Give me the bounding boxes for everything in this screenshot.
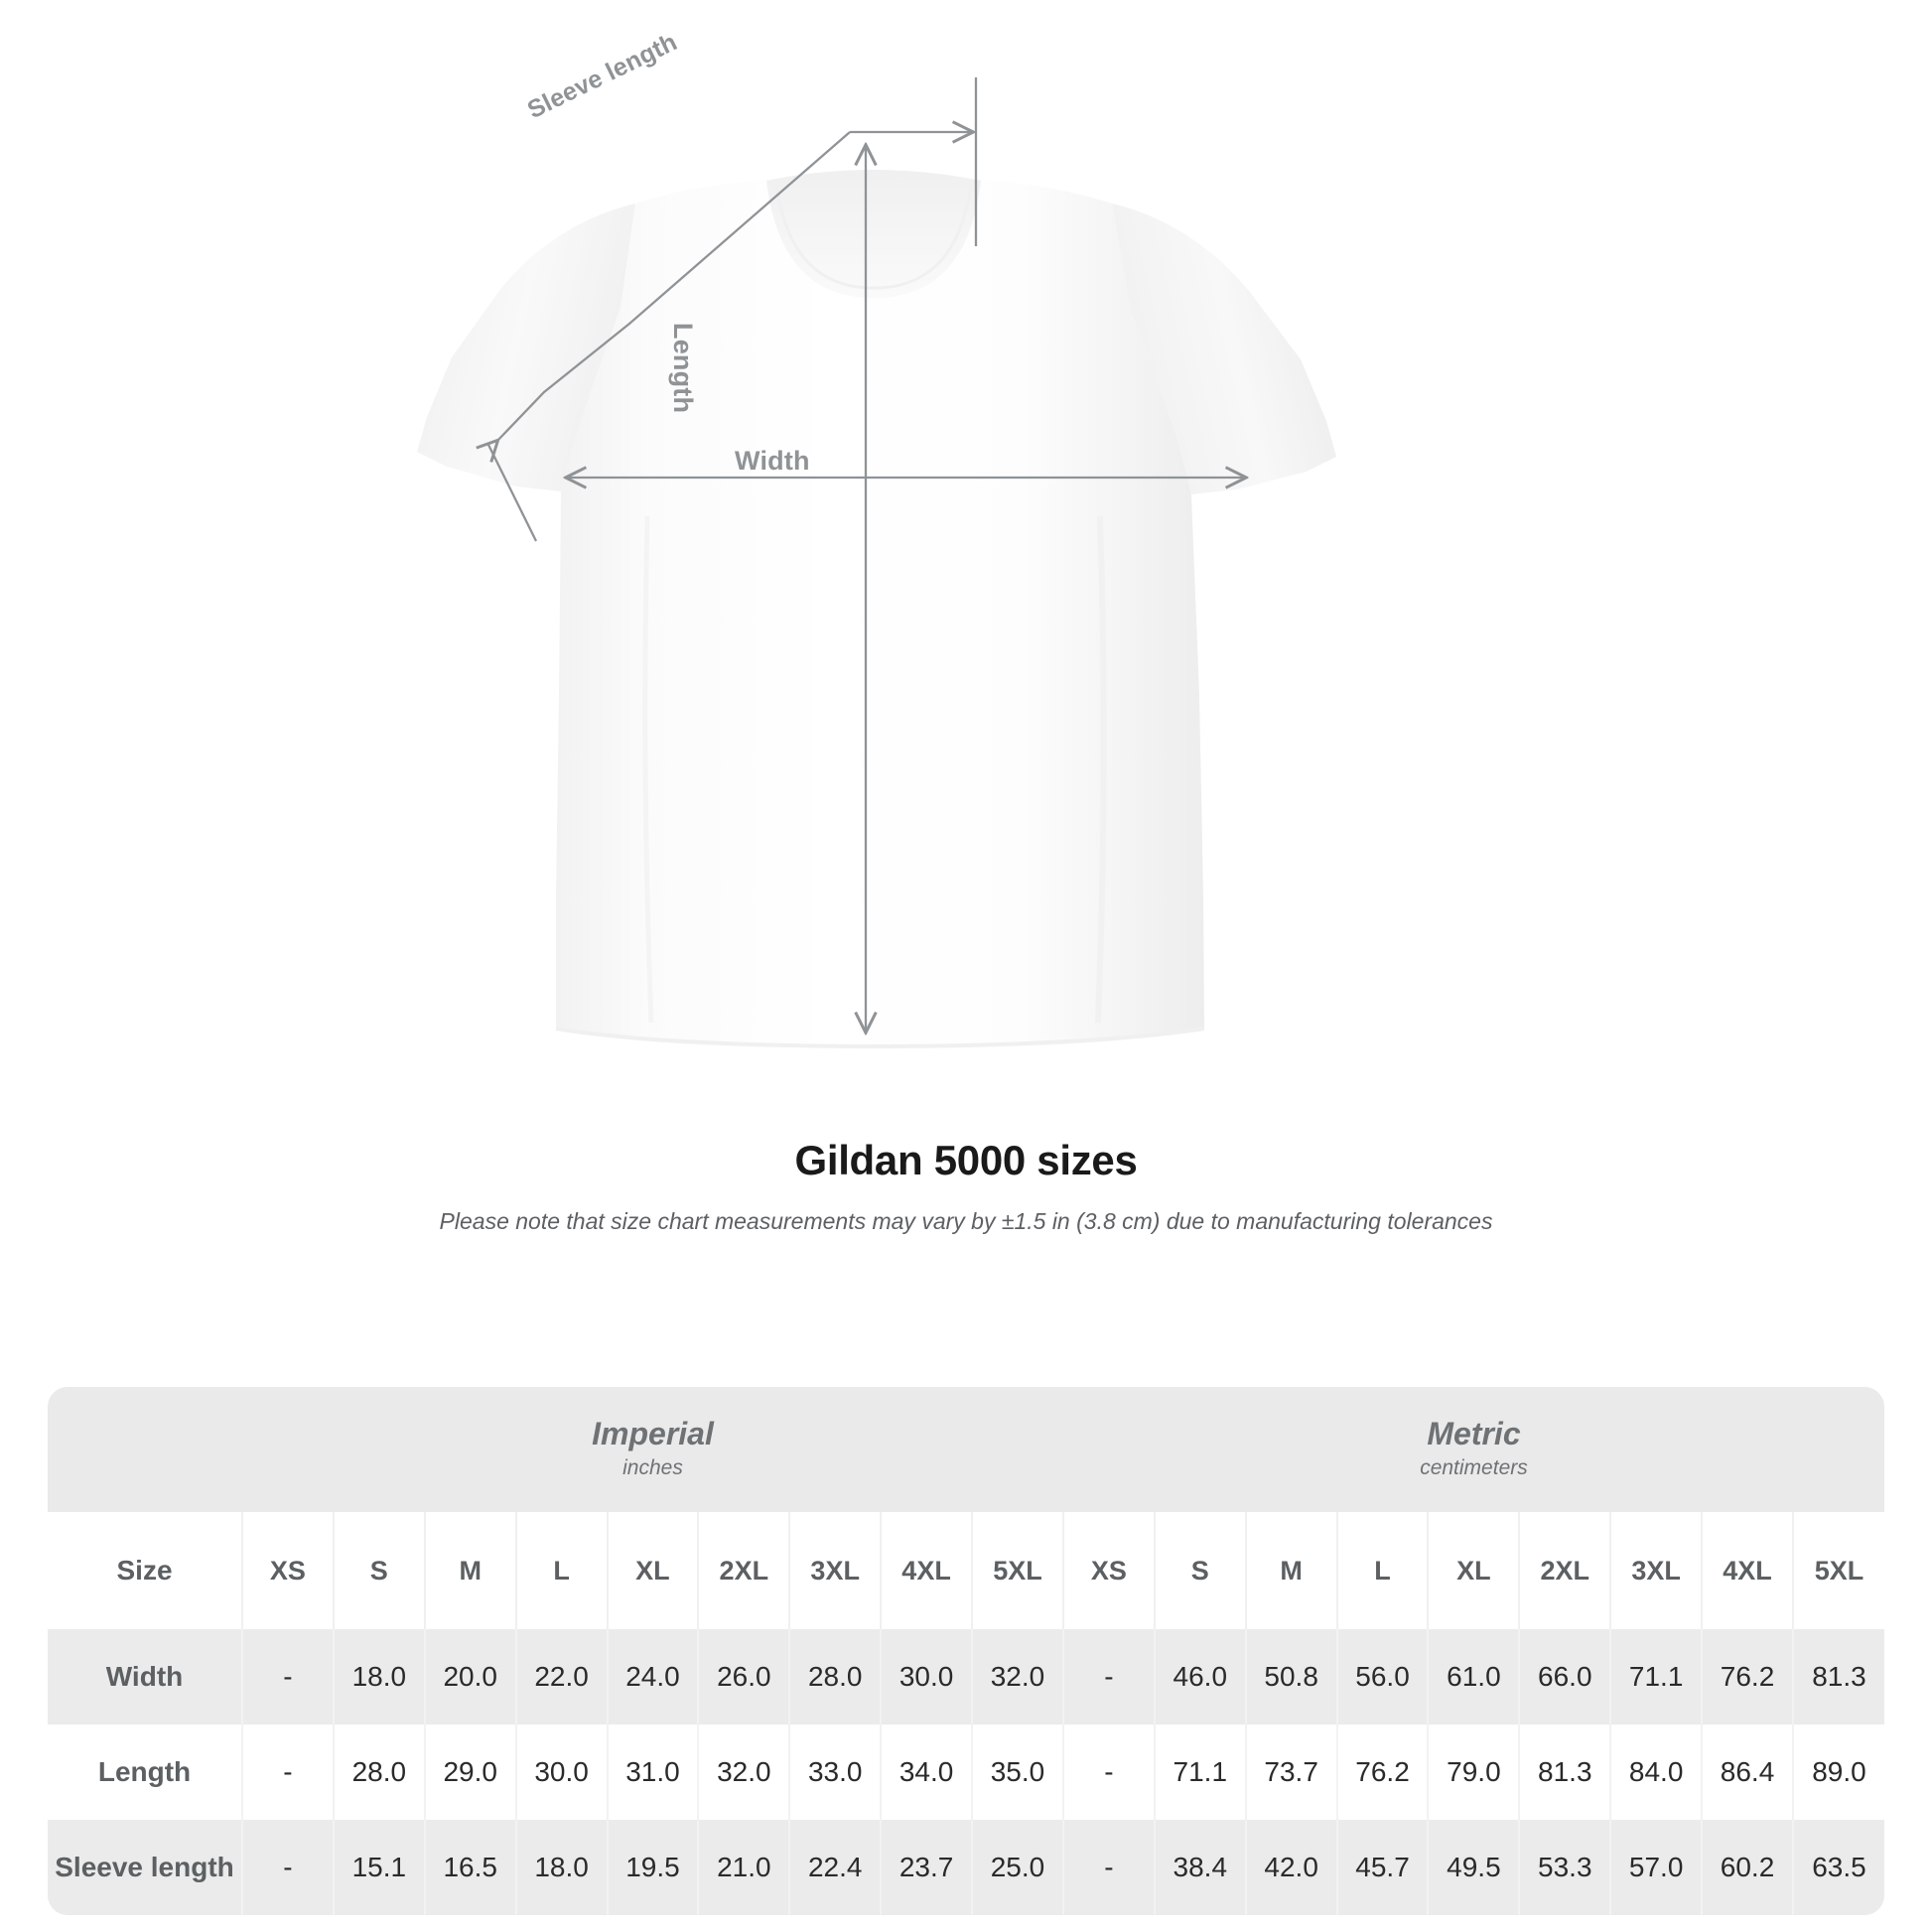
cell-length-metric-5xl: 89.0 — [1792, 1725, 1884, 1820]
cell-width-metric-2xl: 66.0 — [1519, 1629, 1612, 1725]
cell-width-imperial-xs: - — [241, 1629, 335, 1725]
cell-length-imperial-s: 28.0 — [333, 1725, 426, 1820]
size-chart-table: Imperial inches Metric centimeters Size XS S M L… — [48, 1387, 1884, 1915]
cell-width-imperial-5xl: 32.0 — [972, 1629, 1064, 1725]
cell-width-imperial-s: 18.0 — [333, 1629, 426, 1725]
size-header-imperial-5xl: 5XL — [972, 1512, 1064, 1629]
cell-width-imperial-4xl: 30.0 — [881, 1629, 973, 1725]
length-dimension-label: Length — [668, 323, 698, 414]
row-header-width: Width — [48, 1629, 243, 1725]
table-row: Sleeve length -15.1 16.5 18.0 19.5 21.0 22.4 23… — [48, 1820, 1884, 1915]
cell-width-imperial-2xl: 26.0 — [698, 1629, 791, 1725]
tshirt-icon — [417, 77, 1336, 1048]
unit-group-imperial: Imperial inches — [242, 1387, 1063, 1512]
page-title: Gildan 5000 sizes — [794, 1137, 1138, 1183]
cell-width-metric-xs: - — [1061, 1629, 1156, 1725]
title-block: Gildan 5000 sizes Please note that size … — [0, 1137, 1932, 1235]
size-header-imperial-3xl: 3XL — [789, 1512, 883, 1629]
cell-sleeve-length-metric-3xl: 57.0 — [1610, 1820, 1704, 1915]
size-header-imperial-s: S — [333, 1512, 426, 1629]
size-header-imperial-xs: XS — [241, 1512, 335, 1629]
cell-length-metric-4xl: 86.4 — [1702, 1725, 1794, 1820]
size-header-metric-3xl: 3XL — [1610, 1512, 1704, 1629]
row-header-length: Length — [48, 1725, 243, 1820]
cell-length-imperial-xl: 31.0 — [607, 1725, 700, 1820]
size-header-imperial-xl: XL — [607, 1512, 700, 1629]
cell-length-metric-l: 76.2 — [1336, 1725, 1430, 1820]
size-header-imperial-2xl: 2XL — [698, 1512, 791, 1629]
row-header-sleeve-length: Sleeve length — [48, 1820, 243, 1915]
tolerance-note: Please note that size chart measurements… — [439, 1208, 1493, 1234]
unit-group-name: Imperial — [592, 1415, 714, 1451]
unit-band-spacer — [48, 1387, 242, 1512]
cell-width-metric-4xl: 76.2 — [1702, 1629, 1794, 1725]
tshirt-measurement-diagram: Sleeve length Length Width — [417, 28, 1336, 1048]
cell-width-metric-l: 56.0 — [1336, 1629, 1430, 1725]
size-chart-container: Imperial inches Metric centimeters Size XS S M L… — [48, 1387, 1884, 1915]
cell-width-imperial-l: 22.0 — [515, 1629, 609, 1725]
size-header-metric-2xl: 2XL — [1519, 1512, 1612, 1629]
cell-sleeve-length-imperial-xs: - — [241, 1820, 335, 1915]
cell-width-metric-s: 46.0 — [1154, 1629, 1247, 1725]
unit-group-metric: Metric centimeters — [1062, 1387, 1884, 1512]
cell-sleeve-length-imperial-l: 18.0 — [515, 1820, 609, 1915]
cell-length-metric-m: 73.7 — [1245, 1725, 1338, 1820]
cell-sleeve-length-imperial-5xl: 25.0 — [972, 1820, 1064, 1915]
cell-sleeve-length-imperial-xl: 19.5 — [607, 1820, 700, 1915]
size-header-metric-s: S — [1154, 1512, 1247, 1629]
tshirt-body-shape — [417, 170, 1336, 1048]
cell-length-imperial-2xl: 32.0 — [698, 1725, 791, 1820]
cell-width-imperial-3xl: 28.0 — [789, 1629, 883, 1725]
cell-sleeve-length-imperial-2xl: 21.0 — [698, 1820, 791, 1915]
cell-width-imperial-xl: 24.0 — [607, 1629, 700, 1725]
cell-sleeve-length-metric-4xl: 60.2 — [1702, 1820, 1794, 1915]
size-header-metric-xs: XS — [1061, 1512, 1156, 1629]
table-row: Length -28.0 29.0 30.0 31.0 32.0 33.0 34.0 35.0-… — [48, 1725, 1884, 1820]
cell-width-metric-3xl: 71.1 — [1610, 1629, 1704, 1725]
cell-length-metric-3xl: 84.0 — [1610, 1725, 1704, 1820]
cell-sleeve-length-imperial-3xl: 22.4 — [789, 1820, 883, 1915]
cell-length-metric-xs: - — [1061, 1725, 1156, 1820]
unit-group-subtitle: inches — [622, 1455, 683, 1479]
cell-sleeve-length-metric-m: 42.0 — [1245, 1820, 1338, 1915]
cell-sleeve-length-imperial-s: 15.1 — [333, 1820, 426, 1915]
width-dimension-label: Width — [735, 446, 810, 476]
size-header-metric-5xl: 5XL — [1792, 1512, 1884, 1629]
cell-length-imperial-m: 29.0 — [424, 1725, 517, 1820]
cell-width-metric-xl: 61.0 — [1428, 1629, 1521, 1725]
cell-length-metric-s: 71.1 — [1154, 1725, 1247, 1820]
table-row: Width -18.0 20.0 22.0 24.0 26.0 28.0 30.0 32.0-4… — [48, 1629, 1884, 1725]
sleeve-length-arrow-icon — [488, 77, 978, 542]
cell-length-imperial-xs: - — [241, 1725, 335, 1820]
cell-sleeve-length-metric-s: 38.4 — [1154, 1820, 1247, 1915]
cell-width-metric-m: 50.8 — [1245, 1629, 1338, 1725]
unit-group-subtitle: centimeters — [1420, 1455, 1528, 1479]
size-header-metric-m: M — [1245, 1512, 1338, 1629]
size-header-metric-4xl: 4XL — [1702, 1512, 1794, 1629]
size-header-metric-xl: XL — [1428, 1512, 1521, 1629]
size-header-imperial-m: M — [424, 1512, 517, 1629]
cell-sleeve-length-metric-5xl: 63.5 — [1792, 1820, 1884, 1915]
cell-length-imperial-5xl: 35.0 — [972, 1725, 1064, 1820]
cell-sleeve-length-metric-2xl: 53.3 — [1519, 1820, 1612, 1915]
size-header-imperial-l: L — [515, 1512, 609, 1629]
cell-width-imperial-m: 20.0 — [424, 1629, 517, 1725]
cell-length-imperial-3xl: 33.0 — [789, 1725, 883, 1820]
unit-band-row: Imperial inches Metric centimeters — [48, 1387, 1884, 1512]
cell-sleeve-length-imperial-m: 16.5 — [424, 1820, 517, 1915]
cell-length-metric-xl: 79.0 — [1428, 1725, 1521, 1820]
cell-length-imperial-4xl: 34.0 — [881, 1725, 973, 1820]
cell-length-metric-2xl: 81.3 — [1519, 1725, 1612, 1820]
size-header-metric-l: L — [1336, 1512, 1430, 1629]
cell-sleeve-length-metric-xl: 49.5 — [1428, 1820, 1521, 1915]
cell-sleeve-length-imperial-4xl: 23.7 — [881, 1820, 973, 1915]
size-header-row: Size XS S M L XL 2XL 3XL 4XL 5XL XS S M L XL 2XL 3XL 4XL 5… — [48, 1512, 1884, 1629]
cell-sleeve-length-metric-l: 45.7 — [1336, 1820, 1430, 1915]
cell-length-imperial-l: 30.0 — [515, 1725, 609, 1820]
column-header-size: Size — [48, 1512, 243, 1629]
unit-group-name: Metric — [1427, 1415, 1521, 1451]
size-header-imperial-4xl: 4XL — [881, 1512, 973, 1629]
cell-sleeve-length-metric-xs: - — [1061, 1820, 1156, 1915]
cell-width-metric-5xl: 81.3 — [1792, 1629, 1884, 1725]
